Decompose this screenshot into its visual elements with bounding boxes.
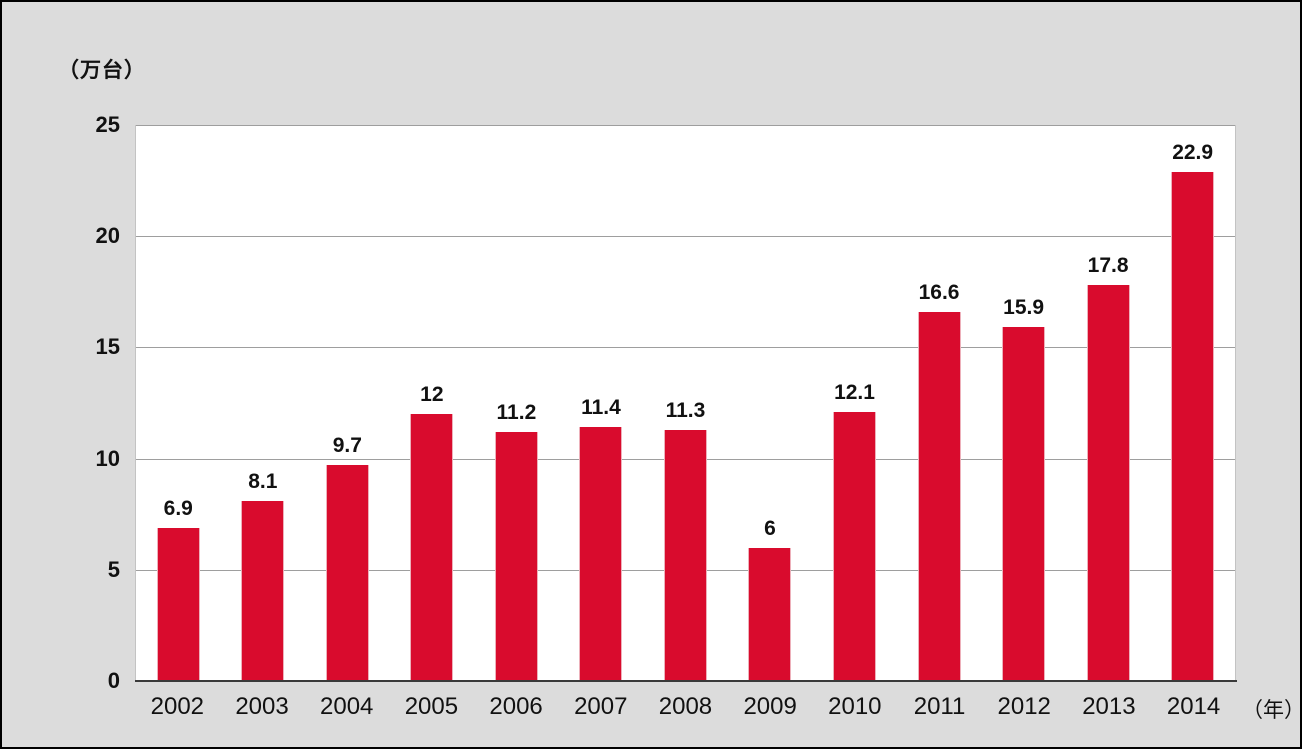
bar-value-label-2008: 11.3: [665, 398, 706, 422]
bar-slot-2011: 16.6: [897, 125, 982, 681]
x-tick-label-2012: 2012: [997, 693, 1051, 720]
x-tick-label-2005: 2005: [404, 693, 459, 720]
x-tick-label-2010: 2010: [828, 693, 882, 720]
bar-value-label-2005: 12: [420, 383, 444, 407]
x-tick-label-2004: 2004: [320, 693, 374, 720]
bar-2013: [1086, 285, 1130, 681]
bar-value-label-2004: 9.7: [332, 434, 362, 458]
x-tick-label-2007: 2007: [574, 693, 628, 720]
bar-slot-2003: 8.1: [221, 125, 306, 681]
y-axis-unit-label: （万台）: [58, 59, 146, 82]
bar-value-label-2002: 6.9: [163, 496, 193, 520]
bar-slot-2014: 22.9: [1150, 125, 1235, 681]
bar-2008: [663, 429, 707, 681]
gridline-y-15: [136, 347, 1235, 349]
x-tick-label-2014: 2014: [1166, 693, 1221, 720]
bar-slot-2005: 12: [390, 125, 475, 681]
bar-2003: [241, 500, 285, 681]
bars-container: 6.9 8.1 9.7 12 11.2 11.4 11.3 6 12.1 16.6 15.9 17.8…: [136, 125, 1235, 681]
bar-2002: [156, 527, 200, 681]
y-tick-label-5: 5: [107, 556, 120, 582]
bar-slot-2012: 15.9: [981, 125, 1066, 681]
bar-slot-2002: 6.9: [136, 125, 221, 681]
bar-2005: [410, 414, 454, 681]
x-axis-line: [135, 680, 1237, 682]
x-tick-label-2006: 2006: [489, 693, 543, 720]
bar-2004: [325, 465, 369, 681]
bar-2010: [833, 411, 877, 681]
y-tick-label-0: 0: [107, 668, 120, 693]
bar-2011: [917, 311, 961, 681]
y-tick-label-25: 25: [95, 112, 120, 137]
y-tick-label-10: 10: [95, 445, 120, 471]
bar-value-label-2010: 12.1: [834, 380, 875, 404]
x-axis-labels: 2002 2003 2004 2005 2006 2007 2008 2009 2010 2011…: [135, 693, 1236, 721]
plot-area: 6.9 8.1 9.7 12 11.2 11.4 11.3 6 12.1 16.6 15.9 17.8…: [135, 125, 1236, 681]
bar-slot-2010: 12.1: [812, 125, 897, 681]
bar-value-label-2007: 11.4: [581, 396, 621, 420]
bar-slot-2013: 17.8: [1066, 125, 1151, 681]
bar-value-label-2006: 11.2: [496, 400, 537, 424]
bar-value-label-2003: 8.1: [248, 469, 278, 493]
x-tick-label-2009: 2009: [743, 693, 797, 720]
x-tick-label-2013: 2013: [1082, 693, 1136, 720]
bar-value-label-2009: 6: [764, 516, 776, 540]
bar-slot-2004: 9.7: [305, 125, 390, 681]
bar-slot-2006: 11.2: [474, 125, 559, 681]
bar-2014: [1171, 171, 1215, 681]
bar-slot-2007: 11.4: [559, 125, 644, 681]
y-tick-label-20: 20: [95, 223, 120, 249]
y-tick-label-15: 15: [95, 334, 120, 360]
gridline-y-20: [136, 236, 1235, 238]
x-tick-label-2003: 2003: [235, 693, 289, 720]
bar-value-label-2012: 15.9: [1003, 296, 1045, 320]
bar-2012: [1002, 327, 1046, 681]
bar-2007: [579, 427, 623, 681]
bar-value-label-2014: 22.9: [1172, 140, 1214, 164]
x-tick-label-2002: 2002: [150, 693, 205, 720]
bar-slot-2008: 11.3: [643, 125, 728, 681]
x-tick-label-2011: 2011: [913, 693, 966, 720]
bar-2006: [494, 431, 538, 681]
bar-value-label-2013: 17.8: [1087, 254, 1129, 278]
bar-slot-2009: 6: [728, 125, 813, 681]
bar-value-label-2011: 16.6: [918, 280, 960, 304]
x-tick-label-2008: 2008: [658, 693, 713, 720]
gridline-y-25: [136, 125, 1235, 126]
bar-2009: [748, 547, 792, 681]
x-axis-unit-label: （年）: [1242, 699, 1302, 722]
